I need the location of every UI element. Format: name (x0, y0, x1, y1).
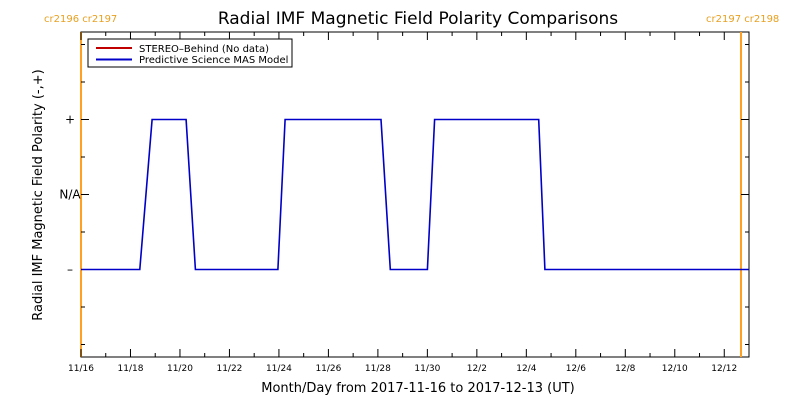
carrington-label-right: cr2197 cr2198 (706, 14, 779, 25)
x-tick-label: 12/10 (662, 364, 688, 374)
x-tick-label: 12/8 (615, 364, 635, 374)
y-axis-label: Radial IMF Magnetic Field Polarity (-,+) (31, 69, 46, 320)
x-tick-label: 12/4 (516, 364, 536, 374)
y-tick-label: – (67, 263, 73, 277)
x-axis-label: Month/Day from 2017-11-16 to 2017-12-13 … (261, 381, 574, 396)
x-tick-label: 11/16 (68, 364, 94, 374)
x-tick-label: 11/20 (167, 364, 193, 374)
x-tick-label: 11/30 (414, 364, 440, 374)
series-line-mas-model (81, 118, 749, 271)
x-tick-label: 12/6 (566, 364, 586, 374)
x-tick-label: 11/24 (266, 364, 292, 374)
legend: STEREO–Behind (No data) Predictive Scien… (87, 38, 293, 68)
x-tick-label: 11/28 (365, 364, 391, 374)
x-tick-label: 11/18 (118, 364, 144, 374)
legend-box (87, 38, 293, 68)
y-tick-label: N/A (59, 188, 81, 202)
x-axis-ticks: 11/16 11/18 11/20 11/22 11/24 11/26 11/28 11/30… (68, 32, 750, 374)
x-tick-label: 12/2 (467, 364, 487, 374)
y-axis-ticks: + N/A – (59, 44, 749, 345)
plot-frame (80, 31, 750, 358)
legend-label-stereo: STEREO–Behind (No data) (139, 44, 269, 55)
x-tick-label: 11/26 (315, 364, 341, 374)
carrington-label-left: cr2196 cr2197 (44, 14, 117, 25)
x-tick-label: 12/12 (711, 364, 737, 374)
legend-label-mas: Predictive Science MAS Model (139, 55, 288, 66)
chart-title: Radial IMF Magnetic Field Polarity Compa… (218, 9, 618, 29)
x-tick-label: 11/22 (216, 364, 242, 374)
y-tick-label: + (65, 113, 75, 127)
